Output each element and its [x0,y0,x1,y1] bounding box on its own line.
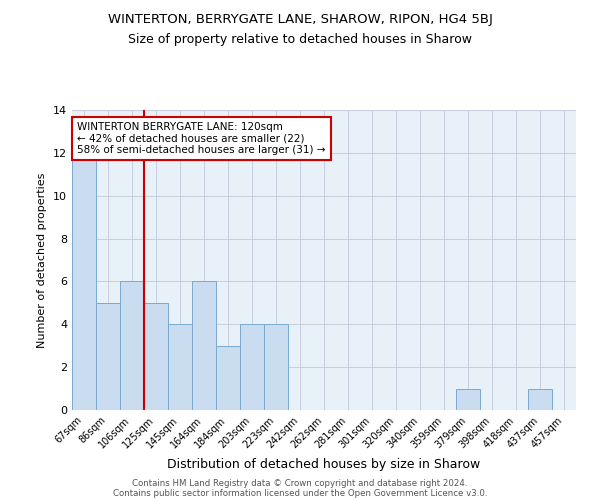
Text: Size of property relative to detached houses in Sharow: Size of property relative to detached ho… [128,32,472,46]
Bar [456,388,480,410]
Bar [192,282,216,410]
Bar [120,282,144,410]
Bar [528,388,552,410]
Bar [144,303,168,410]
X-axis label: Distribution of detached houses by size in Sharow: Distribution of detached houses by size … [167,458,481,471]
Text: Contains HM Land Registry data © Crown copyright and database right 2024.: Contains HM Land Registry data © Crown c… [132,478,468,488]
Bar [216,346,240,410]
Bar [96,303,120,410]
Bar [72,153,96,410]
Bar [168,324,192,410]
Bar [264,324,288,410]
Text: Contains public sector information licensed under the Open Government Licence v3: Contains public sector information licen… [113,488,487,498]
Bar [240,324,264,410]
Y-axis label: Number of detached properties: Number of detached properties [37,172,47,348]
Text: WINTERTON, BERRYGATE LANE, SHAROW, RIPON, HG4 5BJ: WINTERTON, BERRYGATE LANE, SHAROW, RIPON… [107,12,493,26]
Text: WINTERTON BERRYGATE LANE: 120sqm
← 42% of detached houses are smaller (22)
58% o: WINTERTON BERRYGATE LANE: 120sqm ← 42% o… [77,122,326,155]
